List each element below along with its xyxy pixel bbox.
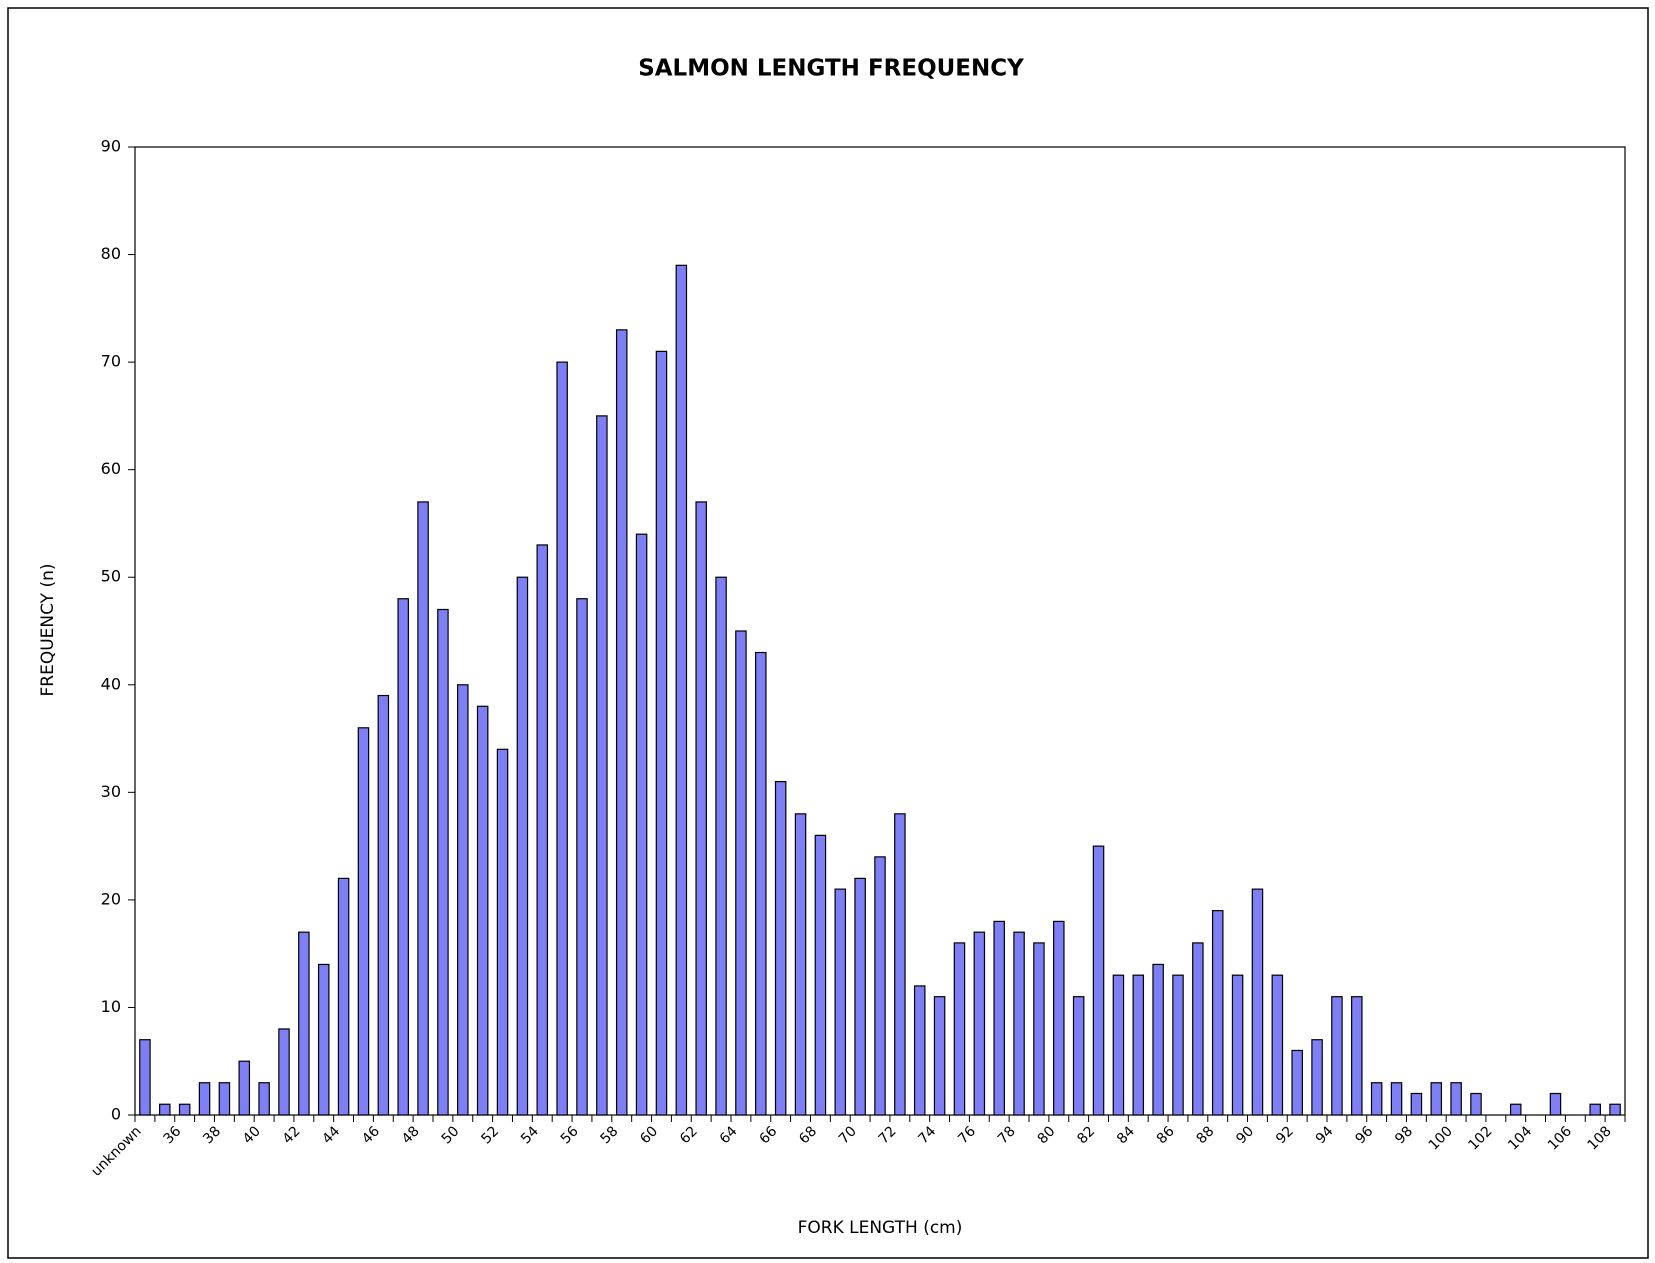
bar bbox=[596, 415, 608, 1116]
bar bbox=[1450, 1082, 1462, 1116]
y-axis-title: FREQUENCY (n) bbox=[38, 563, 58, 696]
bar bbox=[1112, 974, 1125, 1116]
bar bbox=[715, 576, 727, 1116]
bar bbox=[1132, 974, 1145, 1116]
bar bbox=[1231, 974, 1244, 1116]
bar bbox=[1390, 1082, 1403, 1116]
bar bbox=[1370, 1082, 1383, 1116]
bar bbox=[1430, 1082, 1443, 1116]
bar bbox=[1013, 931, 1025, 1116]
bar bbox=[218, 1082, 231, 1116]
bar bbox=[755, 651, 767, 1116]
y-tick-label: 60 bbox=[101, 459, 121, 478]
chart-border bbox=[7, 7, 1649, 1259]
bar bbox=[1410, 1092, 1423, 1116]
bar bbox=[317, 963, 330, 1116]
bar bbox=[1549, 1092, 1562, 1116]
bar bbox=[1152, 963, 1164, 1116]
bar bbox=[834, 888, 847, 1116]
bar bbox=[1211, 910, 1224, 1116]
bar bbox=[1351, 996, 1363, 1116]
bar bbox=[735, 630, 747, 1116]
bar bbox=[258, 1082, 270, 1116]
bar bbox=[1311, 1039, 1323, 1116]
y-tick-label: 10 bbox=[101, 997, 121, 1016]
bar bbox=[1172, 974, 1184, 1116]
bar bbox=[1092, 845, 1105, 1116]
bar bbox=[1053, 920, 1065, 1116]
bar bbox=[1509, 1103, 1522, 1116]
bar bbox=[635, 533, 648, 1116]
bar bbox=[417, 501, 429, 1116]
bar bbox=[814, 834, 827, 1116]
bar bbox=[337, 877, 350, 1116]
bar bbox=[1291, 1049, 1303, 1116]
bar bbox=[278, 1028, 290, 1116]
bar bbox=[973, 931, 986, 1116]
bar bbox=[913, 985, 926, 1116]
bar bbox=[894, 813, 906, 1116]
bar bbox=[178, 1103, 191, 1116]
bar bbox=[496, 748, 509, 1116]
bar bbox=[1589, 1103, 1601, 1116]
bar bbox=[993, 920, 1005, 1116]
y-tick-label: 50 bbox=[101, 567, 121, 586]
bar bbox=[1033, 942, 1045, 1116]
bar bbox=[615, 329, 628, 1116]
bar bbox=[159, 1103, 171, 1116]
x-axis-title: FORK LENGTH (cm) bbox=[798, 1218, 963, 1238]
bar bbox=[1331, 996, 1343, 1116]
bar bbox=[675, 264, 688, 1116]
y-tick-label: 20 bbox=[101, 889, 121, 908]
bar bbox=[198, 1082, 211, 1116]
bar bbox=[1609, 1103, 1621, 1116]
bar bbox=[953, 942, 966, 1116]
y-tick-label: 80 bbox=[101, 244, 121, 263]
bar bbox=[536, 544, 549, 1116]
bar bbox=[774, 780, 787, 1116]
y-tick-label: 30 bbox=[101, 782, 121, 801]
bar bbox=[1192, 942, 1204, 1116]
bar bbox=[377, 694, 390, 1116]
bar bbox=[1470, 1092, 1482, 1116]
bar bbox=[516, 576, 529, 1116]
bar bbox=[556, 361, 568, 1116]
bar bbox=[854, 877, 866, 1116]
y-tick-label: 40 bbox=[101, 674, 121, 693]
bar bbox=[476, 705, 489, 1116]
bar bbox=[457, 684, 469, 1116]
bar bbox=[874, 856, 886, 1116]
bar bbox=[357, 727, 370, 1116]
y-tick-label: 0 bbox=[111, 1105, 121, 1124]
bar bbox=[298, 931, 310, 1116]
bar bbox=[1271, 974, 1284, 1116]
y-tick-label: 90 bbox=[101, 137, 121, 156]
bar bbox=[437, 608, 449, 1116]
bar bbox=[397, 598, 409, 1116]
bar bbox=[576, 598, 588, 1116]
chart-title: SALMON LENGTH FREQUENCY bbox=[638, 56, 1024, 82]
bar bbox=[1251, 888, 1264, 1116]
bar bbox=[794, 813, 807, 1116]
y-tick-label: 70 bbox=[101, 352, 121, 371]
bar bbox=[933, 996, 946, 1116]
bar bbox=[139, 1039, 151, 1116]
bar bbox=[695, 501, 707, 1116]
bar bbox=[1072, 996, 1085, 1116]
bar bbox=[238, 1060, 251, 1116]
bar bbox=[655, 350, 668, 1116]
